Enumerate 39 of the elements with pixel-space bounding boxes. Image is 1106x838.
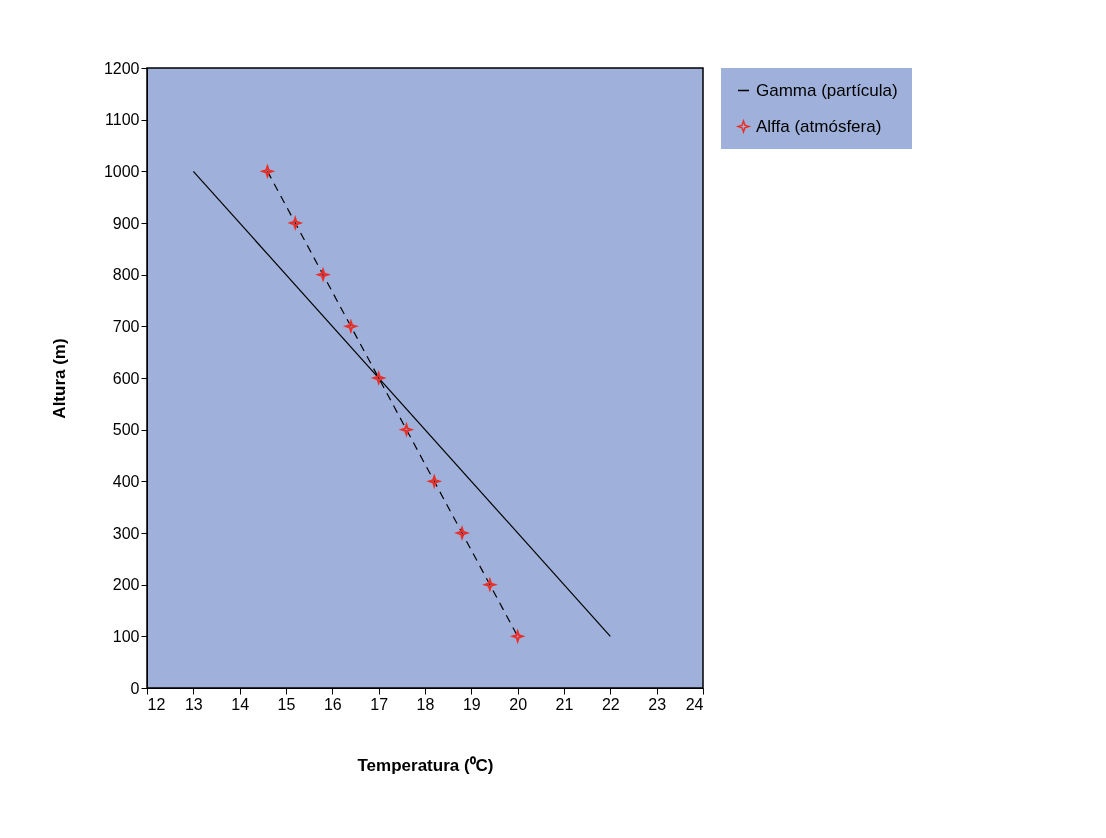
point [315,267,331,283]
y-tick-label: 300 [112,524,140,542]
x-tick-label: 23 [648,695,667,713]
y-tick-label: 400 [112,472,140,490]
point [398,422,415,438]
x-tick-label: 24 [685,695,704,713]
y-tick-label: 1100 [105,111,140,129]
y-tick-label: 900 [112,214,140,232]
x-tick-label: 15 [277,695,296,713]
point [482,577,498,593]
point [426,473,442,489]
point [510,628,526,644]
x-tick-label: 20 [509,695,528,713]
y-tick-label: 700 [112,317,140,335]
point [371,370,387,386]
y-tick-label: 100 [112,627,140,645]
y-tick-label: 800 [112,266,140,284]
y-tick-label: 200 [112,576,140,594]
x-tick-label: 21 [555,695,574,713]
x-tick-label: 16 [323,695,342,713]
x-axis-title: Temperatura (⁰C) [357,755,494,775]
x-tick-label: 14 [231,695,250,713]
x-tick-label: 17 [370,695,389,713]
point [259,163,276,179]
y-tick-label: 1000 [103,162,140,180]
y-axis-title: Altura (m) [49,338,69,419]
x-tick-label: 22 [601,695,620,713]
legend-label: Alffa (atmósfera) [756,116,882,136]
x-tick-label: 12 [147,695,166,713]
x-tick-label: 19 [462,695,481,713]
point [343,318,359,334]
point [287,215,303,231]
x-tick-label: 13 [184,695,203,713]
y-tick-label: 500 [112,421,140,439]
legend-label: Gamma (partícula) [756,80,898,100]
y-tick-label: 1200 [103,59,140,77]
y-tick-label: 0 [130,679,140,697]
y-tick-label: 600 [112,369,140,387]
x-tick-label: 18 [416,695,435,713]
